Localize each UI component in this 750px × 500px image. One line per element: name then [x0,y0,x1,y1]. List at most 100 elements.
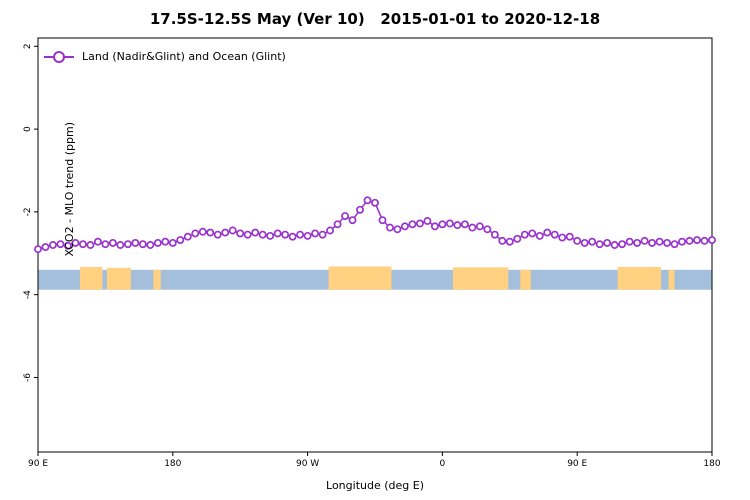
data-point-marker [430,222,439,231]
data-point-marker [221,228,230,237]
data-point-marker [633,238,642,247]
data-point-marker [138,240,147,249]
plot-border [37,37,713,453]
data-point-marker [333,220,342,229]
data-point-marker [648,238,657,247]
x-tick-label: 180 [703,459,720,469]
data-point-marker [535,231,544,240]
data-point-marker [318,230,327,239]
data-point-marker [356,205,364,214]
data-point-marker [93,237,102,246]
data-point-marker [258,230,267,239]
data-point-marker [71,238,80,247]
x-axis-label: Longitude (deg E) [326,479,424,492]
y-tick-label: 0 [23,126,33,132]
data-point-marker [206,228,215,237]
data-point-marker [363,196,372,205]
data-point-marker [86,241,95,249]
data-point-marker [303,231,312,240]
data-point-marker [468,223,477,232]
data-point-marker [251,228,260,237]
data-point-marker [618,240,627,249]
data-point-marker [341,212,349,220]
data-point-marker [288,232,297,241]
data-point-marker [101,240,110,249]
y-axis-label: XCO2 - MLO trend (ppm) [62,122,76,257]
land-patch [520,269,531,290]
land-patch [617,266,662,290]
data-point-marker [198,227,207,236]
data-point-marker [498,236,507,245]
data-point-marker [311,229,320,238]
data-point-marker [708,236,716,244]
data-point-marker [108,238,117,247]
data-point-marker [453,221,462,230]
land-patch [153,269,161,290]
data-point-marker [505,237,514,246]
x-tick-label: 90 E [28,459,48,469]
data-point-marker [326,226,335,235]
data-point-marker [228,226,237,235]
data-point-marker [528,229,537,238]
data-point-marker [131,238,140,247]
data-point-marker [565,232,574,241]
data-point-marker [34,245,42,254]
legend-line-sample [44,50,74,63]
x-tick-label: 180 [164,459,181,469]
land-patch [106,267,131,290]
data-point-marker [595,240,604,249]
land-patch [452,267,509,290]
data-point-marker [520,230,529,239]
data-point-marker [475,222,484,231]
data-point-marker [408,220,417,229]
data-point-marker [161,237,170,246]
data-point-marker [513,234,522,243]
data-point-marker [693,236,701,244]
data-point-marker [663,238,672,247]
data-point-marker [168,238,177,247]
land-patch [668,269,675,290]
y-tick-label: 2 [23,43,33,49]
data-point-marker [78,240,87,249]
data-point-marker [588,237,597,246]
data-point-marker [176,236,185,244]
data-point-marker [56,240,65,249]
x-tick-label: 90 W [296,459,319,469]
legend-circle-marker-icon [53,50,65,63]
data-point-marker [543,228,552,237]
data-point-marker [146,241,155,249]
data-point-marker [281,230,290,239]
data-point-marker [243,230,252,239]
legend-label: Land (Nadir&Glint) and Ocean (Glint) [82,50,286,63]
chart-title: 17.5S-12.5S May (Ver 10) 2015-01-01 to 2… [149,10,601,28]
x-tick-label: 0 [440,459,446,469]
data-point-marker [483,225,492,234]
y-tick-label: -6 [23,373,33,382]
data-point-marker [678,237,686,246]
data-point-marker [685,236,694,245]
data-point-marker [236,229,245,238]
data-point-marker [423,217,432,225]
data-point-marker [603,238,612,247]
data-point-marker [213,230,222,239]
data-point-marker [378,216,387,225]
data-point-marker [700,236,709,245]
data-point-marker [116,241,125,249]
data-point-marker [573,236,582,245]
legend: Land (Nadir&Glint) and Ocean (Glint) [44,50,286,63]
data-point-marker [393,225,402,234]
data-point-marker [296,230,305,239]
data-point-marker [191,229,200,238]
data-point-marker [386,223,394,232]
y-tick-label: -2 [23,207,33,216]
data-point-marker [438,220,447,229]
data-point-marker [371,198,379,207]
data-point-marker [41,243,50,252]
y-tick-label: -4 [23,290,33,299]
land-patch [79,266,103,290]
data-point-marker [580,238,589,247]
data-point-marker [123,240,132,249]
data-point-marker [64,241,72,250]
